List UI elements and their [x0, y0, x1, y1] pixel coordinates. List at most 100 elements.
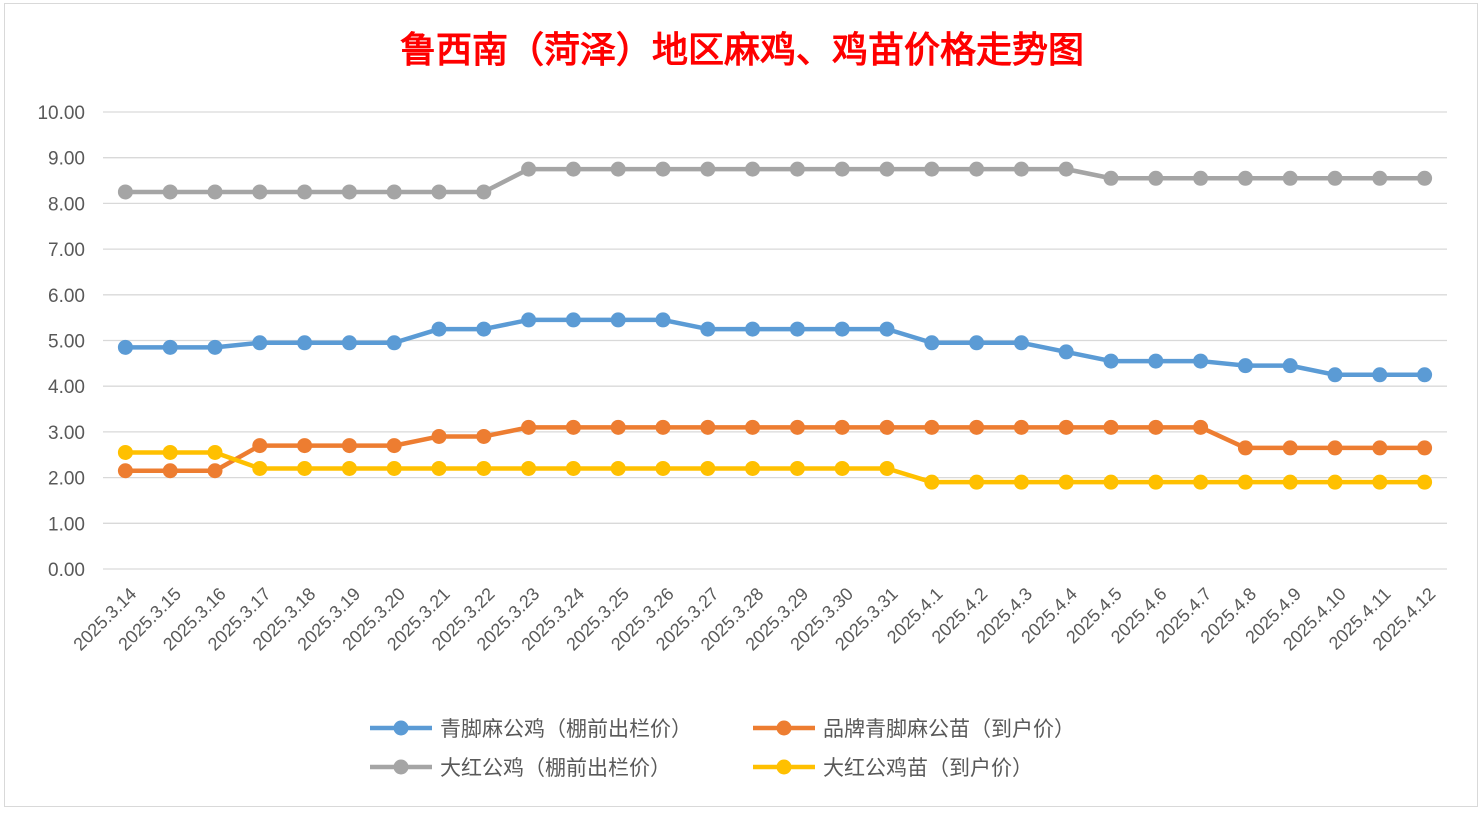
data-point	[297, 184, 313, 200]
y-tick-label: 10.00	[37, 103, 85, 124]
data-point	[1372, 440, 1388, 456]
data-point	[610, 460, 626, 476]
data-point	[386, 460, 402, 476]
data-point	[1058, 419, 1074, 435]
data-point	[1013, 335, 1029, 351]
legend-item: 大红公鸡（棚前出栏价）	[370, 756, 671, 780]
data-point	[700, 460, 716, 476]
data-point	[1237, 170, 1253, 186]
data-point	[1013, 161, 1029, 177]
data-point	[924, 419, 940, 435]
series-lines	[117, 161, 1433, 490]
data-point	[1103, 353, 1119, 369]
data-point	[431, 184, 447, 200]
legend-item: 大红公鸡苗（到户价）	[753, 756, 1033, 780]
data-point	[745, 419, 761, 435]
data-point	[700, 419, 716, 435]
data-point	[1417, 474, 1433, 490]
legend: 青脚麻公鸡（棚前出栏价） 品牌青脚麻公苗（到户价） 大红公鸡（棚前出栏价） 大红公鸡苗…	[370, 717, 1075, 780]
data-point	[521, 419, 537, 435]
data-point	[252, 438, 268, 454]
data-point	[1013, 474, 1029, 490]
data-point	[386, 184, 402, 200]
legend-label: 大红公鸡苗（到户价）	[823, 756, 1033, 780]
data-point	[610, 419, 626, 435]
legend-swatch-marker	[776, 759, 792, 775]
data-point	[1193, 474, 1209, 490]
chart-frame: 鲁西南（菏泽）地区麻鸡、鸡苗价格走势图 0.00 1.00 2.00 3.00 4.00…	[4, 3, 1478, 807]
data-point	[565, 460, 581, 476]
data-point	[610, 312, 626, 328]
data-point	[521, 460, 537, 476]
data-point	[297, 438, 313, 454]
data-point	[655, 460, 671, 476]
legend-item: 青脚麻公鸡（棚前出栏价）	[370, 717, 692, 741]
y-tick-label: 4.00	[48, 377, 85, 398]
data-point	[1237, 358, 1253, 374]
data-point	[162, 339, 178, 355]
data-point	[162, 463, 178, 479]
data-point	[297, 460, 313, 476]
data-point	[1417, 170, 1433, 186]
data-point	[1282, 440, 1298, 456]
data-point	[117, 339, 133, 355]
data-point	[1148, 353, 1164, 369]
data-point	[252, 184, 268, 200]
data-point	[1372, 170, 1388, 186]
data-point	[969, 474, 985, 490]
data-point	[207, 444, 223, 460]
data-point	[341, 335, 357, 351]
data-point	[207, 184, 223, 200]
data-point	[431, 321, 447, 337]
data-point	[700, 161, 716, 177]
legend-label: 品牌青脚麻公苗（到户价）	[823, 717, 1075, 741]
data-point	[834, 321, 850, 337]
data-point	[745, 321, 761, 337]
data-point	[969, 161, 985, 177]
data-point	[834, 419, 850, 435]
data-point	[476, 460, 492, 476]
legend-swatch-marker	[393, 720, 409, 736]
legend-label: 大红公鸡（棚前出栏价）	[440, 756, 671, 780]
data-point	[1148, 170, 1164, 186]
data-point	[521, 312, 537, 328]
data-point	[1103, 419, 1119, 435]
data-point	[1282, 170, 1298, 186]
data-point	[162, 444, 178, 460]
series-line	[125, 166, 1425, 195]
series-line	[125, 317, 1425, 378]
data-point	[1103, 474, 1119, 490]
data-point	[1103, 170, 1119, 186]
data-point	[610, 161, 626, 177]
series-line	[125, 425, 1425, 473]
data-point	[1148, 474, 1164, 490]
data-point	[789, 460, 805, 476]
data-point	[341, 184, 357, 200]
y-tick-label: 5.00	[48, 332, 85, 353]
data-point	[521, 161, 537, 177]
y-tick-label: 1.00	[48, 514, 85, 535]
y-tick-label: 6.00	[48, 286, 85, 307]
data-point	[745, 161, 761, 177]
data-point	[655, 419, 671, 435]
data-point	[969, 419, 985, 435]
data-point	[1237, 440, 1253, 456]
y-tick-label: 2.00	[48, 469, 85, 490]
data-point	[565, 312, 581, 328]
data-point	[834, 161, 850, 177]
grid-lines	[103, 111, 1447, 570]
data-point	[207, 339, 223, 355]
data-point	[789, 321, 805, 337]
data-point	[1148, 419, 1164, 435]
data-point	[745, 460, 761, 476]
data-point	[565, 161, 581, 177]
data-point	[431, 460, 447, 476]
data-point	[1372, 474, 1388, 490]
legend-swatch-marker	[393, 759, 409, 775]
data-point	[924, 474, 940, 490]
data-point	[834, 460, 850, 476]
data-point	[924, 161, 940, 177]
data-point	[117, 463, 133, 479]
y-tick-label: 9.00	[48, 149, 85, 170]
data-point	[1237, 474, 1253, 490]
